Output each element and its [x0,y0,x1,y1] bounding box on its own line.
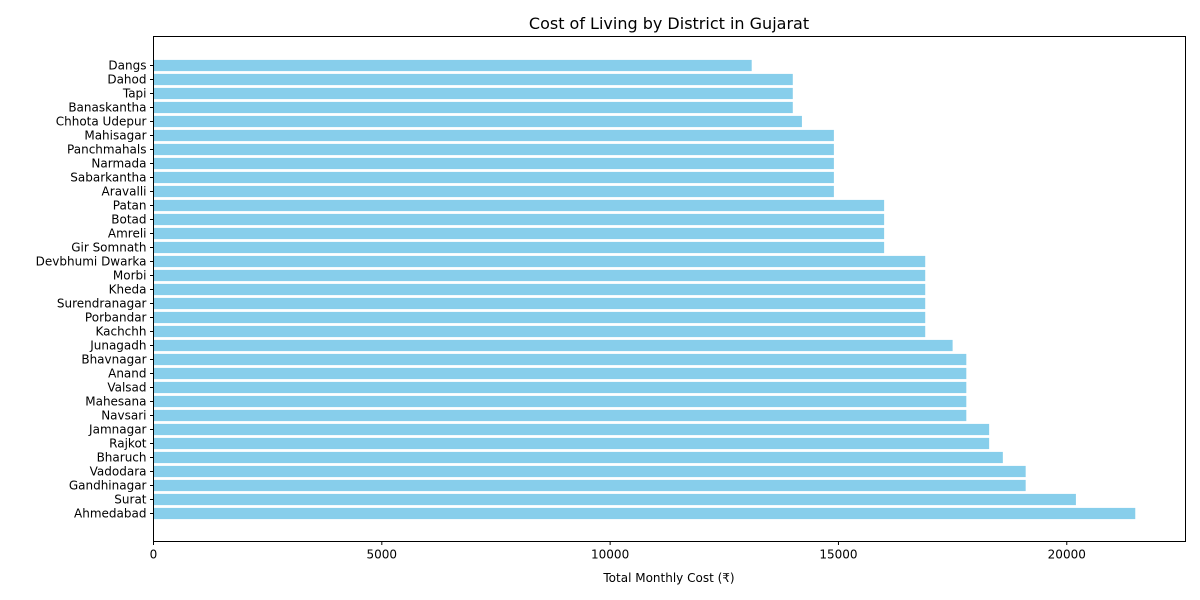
y-tick-label: Tapi [122,87,147,101]
bar-surendranagar [153,297,926,310]
bar-gir-somnath [153,241,885,254]
bar-anand [153,367,967,380]
bar-mahisagar [153,129,834,142]
y-tick-labels: AhmedabadSuratGandhinagarVadodaraBharuch… [36,59,154,521]
bar-patan [153,199,885,212]
y-tick-label: Panchmahals [67,143,146,157]
y-tick-label: Banaskantha [68,101,146,115]
bar-mahesana [153,395,967,408]
bar-dangs [153,59,752,72]
y-tick-label: Botad [111,213,146,227]
y-tick-label: Aravalli [102,185,147,199]
y-tick-label: Ahmedabad [74,507,146,521]
bar-surat [153,493,1076,506]
x-tick-label: 10000 [591,548,629,562]
y-tick-label: Devbhumi Dwarka [36,255,147,269]
bar-chhota-udepur [153,115,802,128]
bar-kachchh [153,325,926,338]
y-tick-label: Sabarkantha [70,171,146,185]
bar-navsari [153,409,967,422]
y-tick-label: Porbandar [85,311,147,325]
y-tick-label: Kachchh [95,325,146,339]
y-tick-label: Chhota Udepur [56,115,147,129]
y-tick-label: Gandhinagar [69,479,147,493]
y-tick-label: Narmada [91,157,146,171]
y-tick-label: Valsad [107,381,146,395]
x-tick-label: 5000 [367,548,398,562]
bar-panchmahals [153,143,834,156]
x-tick-label: 20000 [1048,548,1086,562]
bar-ahmedabad [153,507,1136,520]
y-tick-label: Surat [114,493,147,507]
y-tick-label: Mahisagar [84,129,146,143]
bar-amreli [153,227,885,240]
y-tick-label: Bhavnagar [81,353,146,367]
bar-jamnagar [153,423,990,436]
bar-bharuch [153,451,1003,464]
y-tick-label: Rajkot [109,437,147,451]
y-tick-label: Morbi [113,269,147,283]
chart-title: Cost of Living by District in Gujarat [529,14,809,33]
y-tick-label: Jamnagar [88,423,147,437]
bar-porbandar [153,311,926,324]
bar-botad [153,213,885,226]
bar-gandhinagar [153,479,1026,492]
bar-devbhumi-dwarka [153,255,926,268]
y-tick-label: Dangs [108,59,146,73]
bar-aravalli [153,185,834,198]
y-tick-label: Anand [108,367,146,381]
bar-rajkot [153,437,990,450]
y-tick-label: Patan [113,199,147,213]
y-tick-label: Junagadh [89,339,146,353]
bar-tapi [153,87,793,100]
y-tick-label: Kheda [109,283,147,297]
y-tick-label: Mahesana [85,395,146,409]
y-tick-label: Gir Somnath [71,241,146,255]
bar-dahod [153,73,793,86]
x-tick-label: 0 [150,548,158,562]
y-tick-label: Amreli [108,227,147,241]
x-ticks: 0 5000 10000 15000 20000 [150,541,1086,562]
bar-vadodara [153,465,1026,478]
y-tick-label: Vadodara [90,465,147,479]
bar-morbi [153,269,926,282]
y-tick-label: Dahod [107,73,146,87]
bar-narmada [153,157,834,170]
bar-sabarkantha [153,171,834,184]
y-tick-label: Bharuch [97,451,147,465]
bar-valsad [153,381,967,394]
bar-kheda [153,283,926,296]
bars-group [153,59,1136,520]
x-tick-label: 15000 [819,548,857,562]
bar-junagadh [153,339,953,352]
y-tick-label: Navsari [101,409,146,423]
x-axis-label: Total Monthly Cost (₹) [602,571,734,585]
y-tick-label: Surendranagar [57,297,147,311]
plot-frame [153,36,1186,542]
bar-bhavnagar [153,353,967,366]
bar-banaskantha [153,101,793,114]
